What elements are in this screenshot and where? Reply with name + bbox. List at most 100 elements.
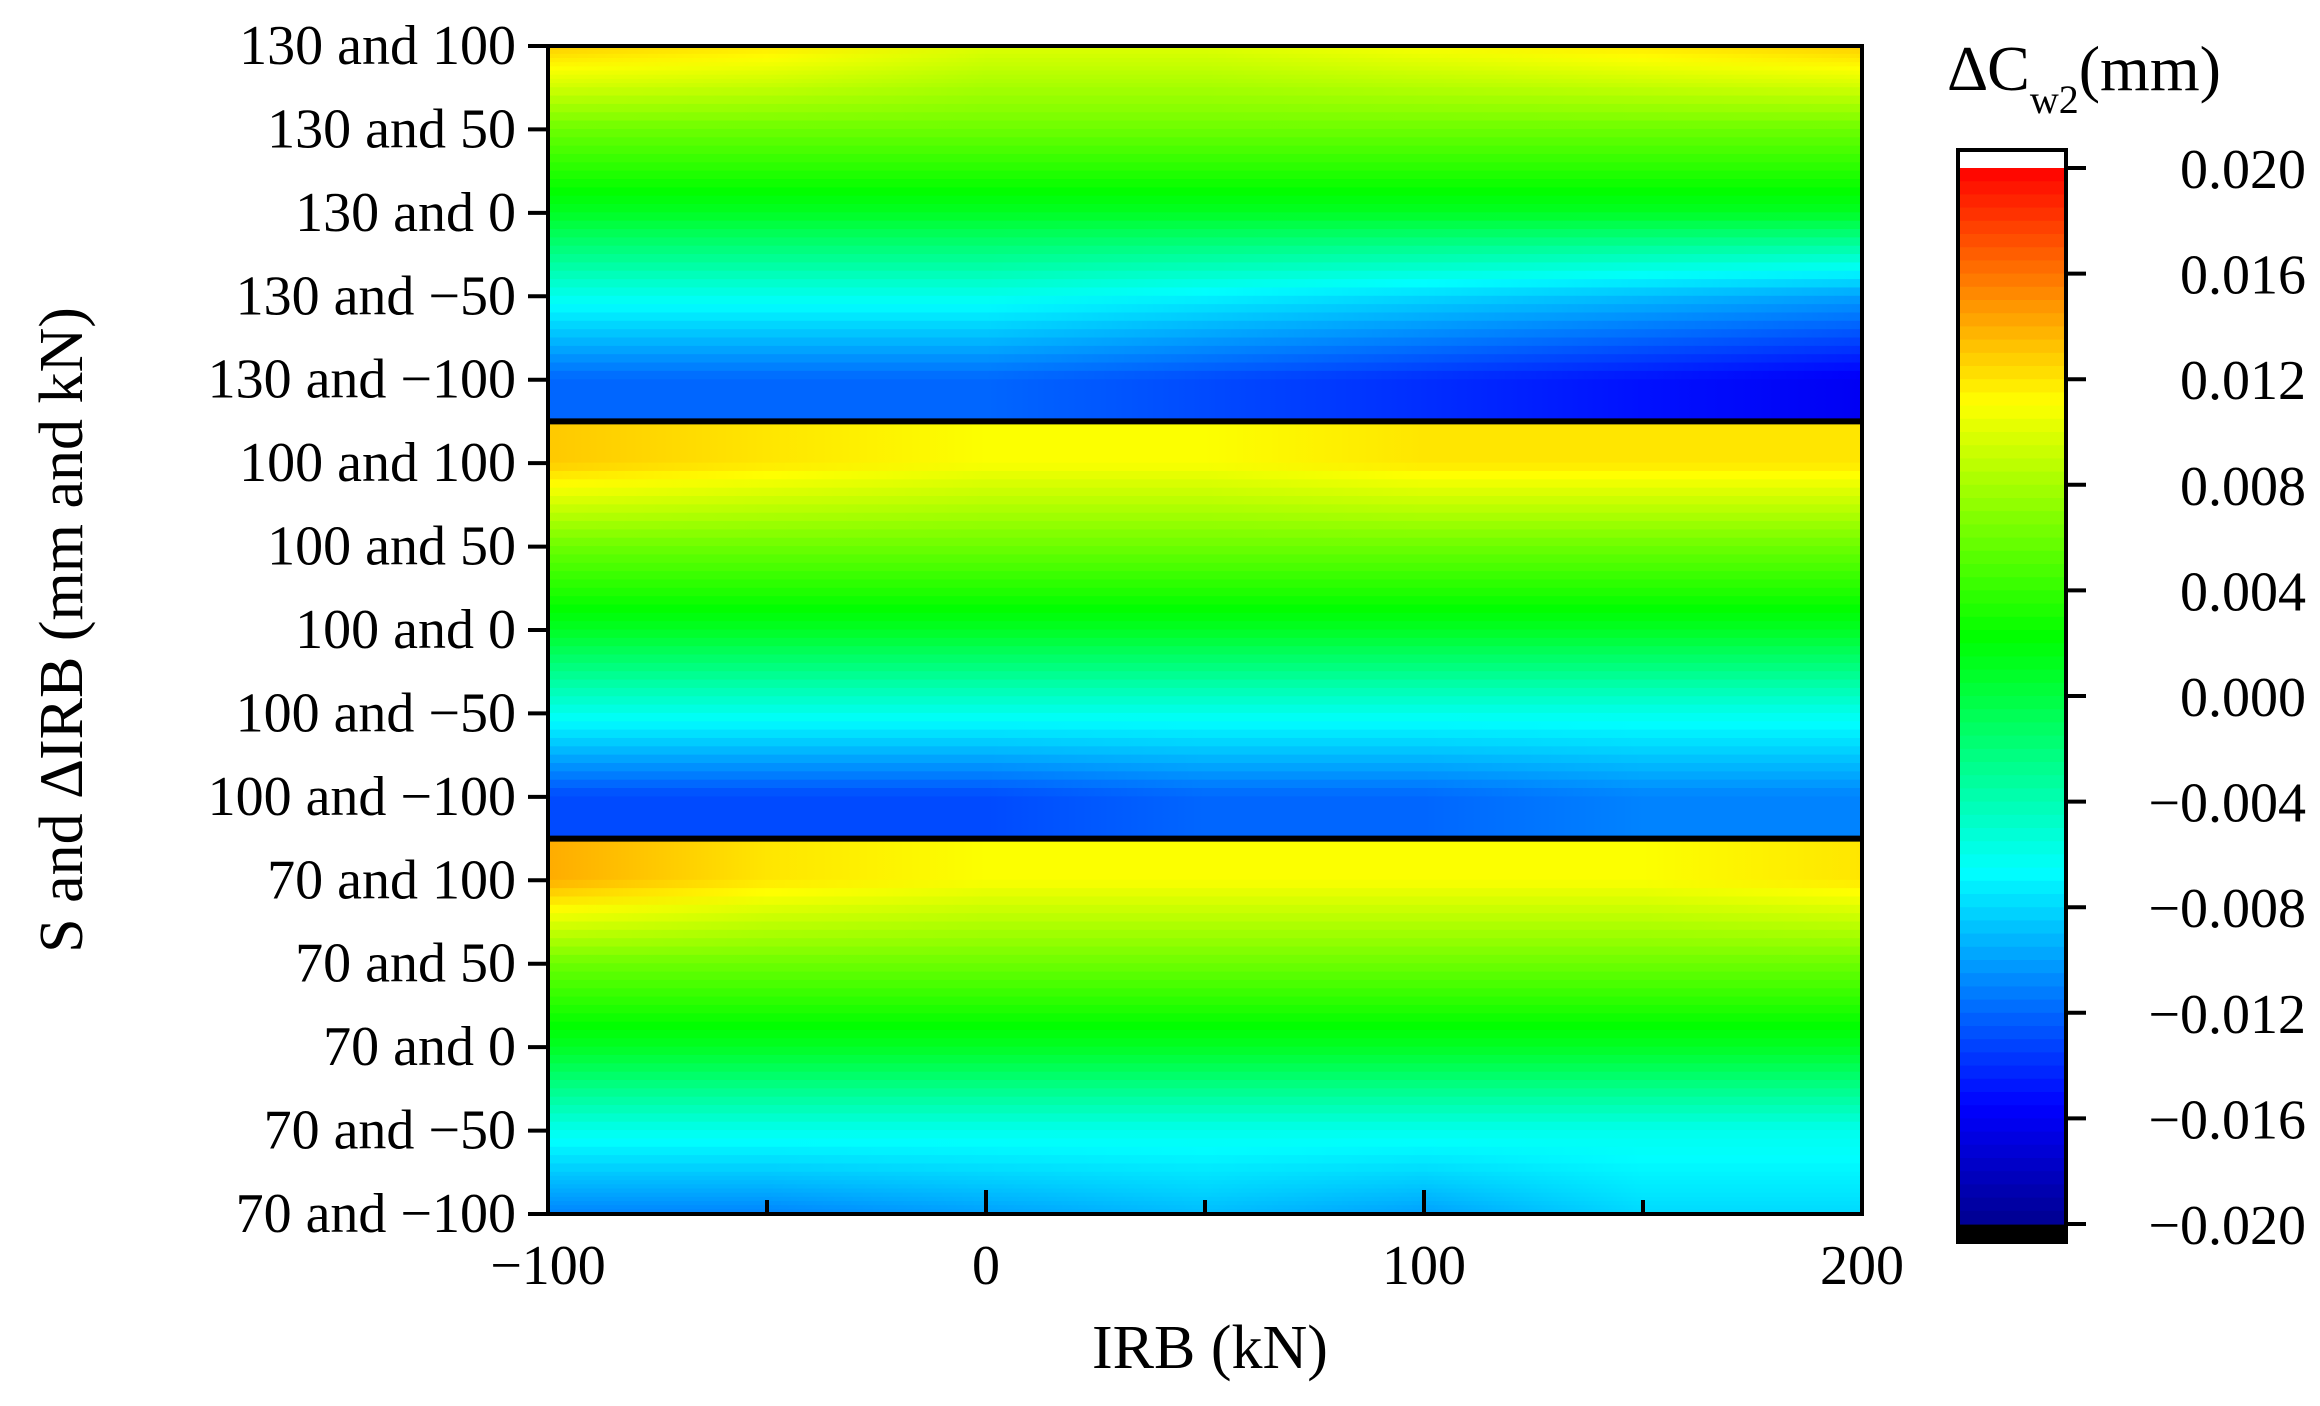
y-tick-label: 70 and 0	[323, 1016, 516, 1078]
heatmap-band	[548, 829, 1862, 839]
heatmap-band	[548, 195, 1862, 206]
colorbar-band	[1958, 273, 2066, 288]
colorbar-band	[1958, 194, 2066, 209]
heatmap-band	[548, 153, 1862, 164]
colorbar-band	[1958, 550, 2066, 565]
colorbar-band	[1958, 920, 2066, 935]
heatmap-band	[548, 287, 1862, 297]
colorbar-band	[1958, 313, 2066, 327]
colorbar-band	[1958, 709, 2066, 723]
heatmap-band	[548, 212, 1862, 222]
heatmap-band	[548, 187, 1862, 197]
heatmap-band	[548, 929, 1862, 940]
heatmap-band	[548, 395, 1862, 406]
colorbar-band	[1958, 260, 2066, 275]
heatmap-band	[548, 379, 1862, 389]
heatmap-band	[548, 804, 1862, 815]
colorbar-band	[1958, 1105, 2066, 1119]
heatmap-band	[548, 621, 1862, 631]
heatmap-band	[548, 629, 1862, 639]
heatmap-band	[548, 696, 1862, 706]
heatmap-band	[548, 103, 1862, 114]
heatmap-band	[548, 83, 1862, 89]
colorbar-title-unit: (mm)	[2079, 33, 2221, 104]
heatmap-band	[548, 796, 1862, 806]
heatmap-band	[548, 554, 1862, 564]
heatmap-band	[548, 838, 1862, 848]
heatmap-band	[548, 1021, 1862, 1031]
heatmap-band	[548, 145, 1862, 155]
colorbar-band	[1958, 1039, 2066, 1053]
heatmap-band	[548, 596, 1862, 606]
heatmap-band	[548, 128, 1862, 139]
heatmap-band	[548, 78, 1862, 85]
heatmap-band	[548, 87, 1862, 97]
colorbar-band	[1958, 1012, 2066, 1027]
heatmap-band	[548, 312, 1862, 322]
colorbar-band	[1958, 880, 2066, 895]
heatmap-band	[548, 646, 1862, 656]
colorbar-tick-label: 0.012	[2180, 350, 2306, 412]
heatmap-band	[548, 304, 1862, 314]
heatmap-band	[548, 879, 1862, 890]
colorbar-tick-label: −0.008	[2148, 878, 2306, 940]
heatmap-band	[548, 496, 1862, 506]
heatmap-band	[548, 1180, 1862, 1186]
heatmap-band	[548, 95, 1862, 105]
colorbar-tick-label: 0.016	[2180, 245, 2306, 307]
heatmap-band	[548, 1013, 1862, 1023]
colorbar-band	[1958, 1131, 2066, 1146]
colorbar-band	[1958, 392, 2066, 407]
heatmap-band	[548, 429, 1862, 439]
heatmap-band	[548, 220, 1862, 231]
heatmap-band	[548, 521, 1862, 531]
heatmap-band	[548, 66, 1862, 72]
heatmap-band	[548, 370, 1862, 381]
colorbar-band	[1958, 577, 2066, 591]
colorbar-band	[1958, 867, 2066, 882]
heatmap-band	[548, 421, 1862, 431]
heatmap-band	[548, 1175, 1862, 1182]
heatmap-band	[548, 637, 1862, 648]
heatmap-band	[548, 470, 1862, 481]
heatmap-band	[548, 445, 1862, 456]
colorbar-band	[1958, 300, 2066, 314]
colorbar-band	[1958, 669, 2066, 684]
heatmap-band	[548, 687, 1862, 698]
colorbar-band	[1958, 788, 2066, 803]
colorbar-band	[1958, 630, 2066, 644]
heatmap-band	[548, 1113, 1862, 1123]
heatmap-band	[548, 120, 1862, 130]
colorbar-band	[1958, 682, 2066, 697]
colorbar-band	[1958, 445, 2066, 459]
heatmap-band	[548, 1088, 1862, 1098]
heatmap-band	[548, 712, 1862, 723]
heatmap-band	[548, 337, 1862, 347]
y-tick-label: 130 and −50	[236, 265, 516, 327]
heatmap-band	[548, 821, 1862, 831]
heatmap-band	[548, 1080, 1862, 1090]
heatmap-band	[548, 1071, 1862, 1082]
y-tick-label: 70 and −50	[264, 1100, 516, 1162]
x-tick-label: 0	[972, 1235, 1000, 1297]
heatmap-band	[548, 404, 1862, 414]
colorbar-band	[1958, 973, 2066, 987]
heatmap-band	[548, 546, 1862, 556]
heatmap-band	[548, 762, 1862, 773]
colorbar-band	[1958, 894, 2066, 908]
heatmap-band	[548, 737, 1862, 748]
y-tick-label: 70 and −100	[236, 1183, 516, 1245]
colorbar-band	[1958, 511, 2066, 525]
colorbar-band	[1958, 735, 2066, 750]
heatmap-band	[548, 721, 1862, 731]
colorbar-band	[1958, 1092, 2066, 1106]
colorbar-tick-label: 0.004	[2180, 561, 2306, 623]
heatmap-band	[548, 229, 1862, 239]
heatmap-band	[548, 262, 1862, 272]
x-tick-label: −100	[490, 1235, 606, 1297]
heatmap-band	[548, 1184, 1862, 1190]
axis-labels: IRB (kN) S and ∆IRB (mm and kN) ∆Cw2(mm)	[28, 33, 2221, 1382]
heatmap-band	[548, 1004, 1862, 1015]
y-tick-label: 130 and 100	[239, 15, 516, 77]
heatmap-band	[548, 854, 1862, 865]
